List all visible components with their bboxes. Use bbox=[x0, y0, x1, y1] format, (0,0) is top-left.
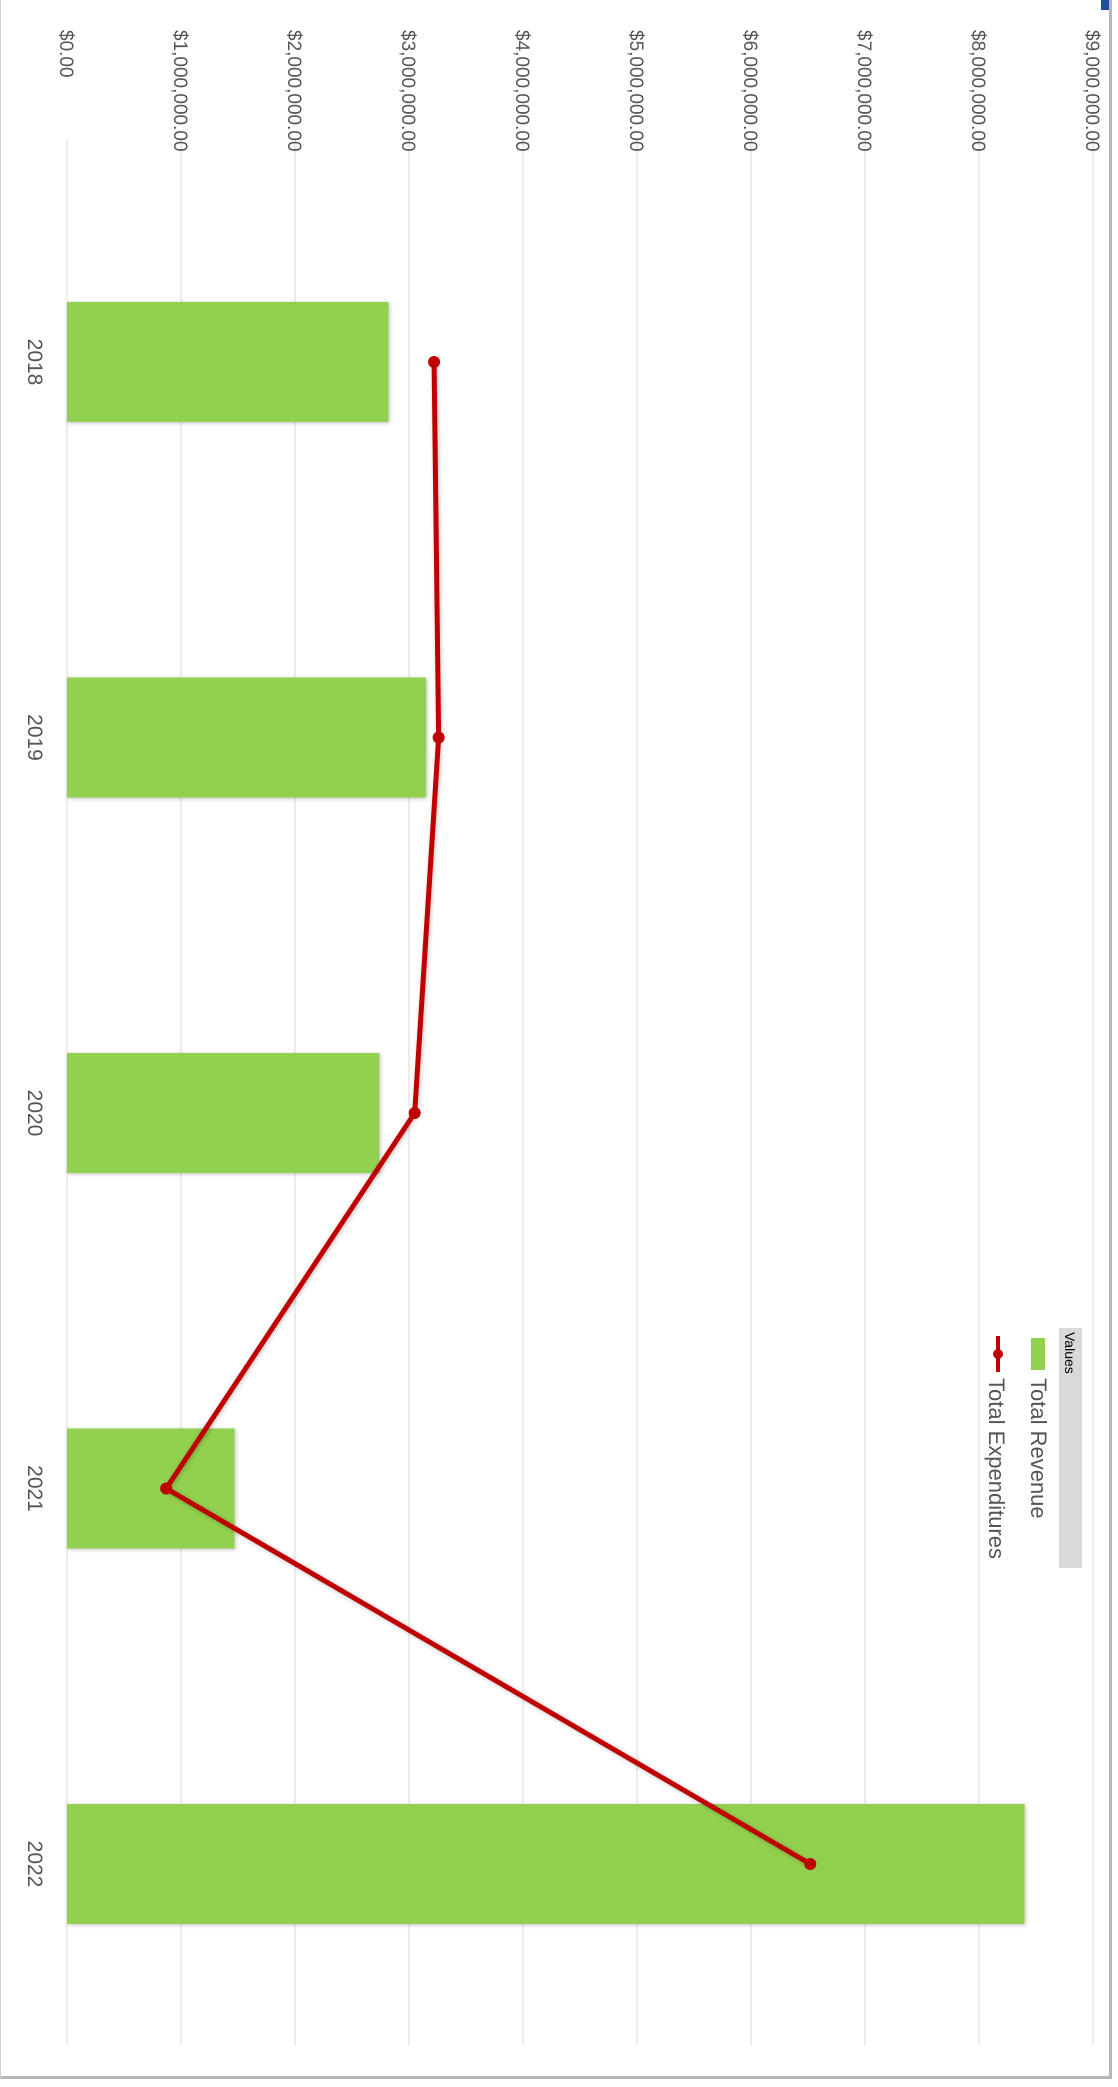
value-tick-label: $0.00 bbox=[55, 30, 76, 78]
value-tick-label: $9,000,000.00 bbox=[1081, 30, 1102, 152]
point-total-expenditures-2022 bbox=[804, 1858, 817, 1870]
corner-mark bbox=[1101, 0, 1109, 10]
bar-total-revenue-2020 bbox=[67, 1053, 380, 1173]
value-tick-label: $7,000,000.00 bbox=[853, 30, 874, 152]
bar-total-revenue-2019 bbox=[67, 677, 427, 798]
legend-label-total-revenue: Total Revenue bbox=[1026, 1378, 1051, 1519]
value-tick-label: $8,000,000.00 bbox=[967, 30, 988, 152]
legend-title: Values bbox=[1062, 1332, 1078, 1374]
bar-total-revenue-2022 bbox=[67, 1804, 1025, 1924]
point-total-expenditures-2018 bbox=[428, 356, 441, 368]
value-tick-label: $2,000,000.00 bbox=[283, 30, 304, 152]
gridlines bbox=[66, 140, 1094, 2045]
category-label: 2018 bbox=[23, 339, 46, 386]
legend-marker-total-expenditures bbox=[993, 1349, 1003, 1359]
legend-label-total-expenditures: Total Expenditures bbox=[984, 1378, 1009, 1559]
expenditures-line bbox=[160, 356, 817, 1870]
bar-total-revenue-2021 bbox=[67, 1428, 235, 1549]
revenue-bars bbox=[67, 302, 1025, 1924]
legend-swatch-total-revenue bbox=[1031, 1338, 1045, 1370]
category-axis-labels: 2018 2019 2020 2021 2022 bbox=[23, 339, 46, 1888]
category-label: 2021 bbox=[23, 1465, 46, 1512]
value-tick-label: $3,000,000.00 bbox=[397, 30, 418, 152]
legend-background bbox=[1059, 1328, 1082, 1568]
value-axis-tick-labels: $0.00 $1,000,000.00 $2,000,000.00 $3,000,00… bbox=[55, 30, 1102, 152]
point-total-expenditures-2021 bbox=[160, 1482, 173, 1495]
category-label: 2019 bbox=[23, 714, 46, 761]
category-label: 2020 bbox=[23, 1090, 46, 1137]
value-tick-label: $1,000,000.00 bbox=[169, 30, 190, 152]
point-total-expenditures-2019 bbox=[432, 731, 445, 744]
value-tick-label: $6,000,000.00 bbox=[739, 30, 760, 152]
legend: Values Total Revenue Total Expenditures bbox=[984, 1328, 1082, 1568]
value-tick-label: $4,000,000.00 bbox=[511, 30, 532, 152]
bar-total-revenue-2018 bbox=[67, 302, 389, 422]
point-total-expenditures-2020 bbox=[408, 1107, 421, 1119]
category-label: 2022 bbox=[23, 1841, 46, 1888]
value-tick-label: $5,000,000.00 bbox=[625, 30, 646, 152]
